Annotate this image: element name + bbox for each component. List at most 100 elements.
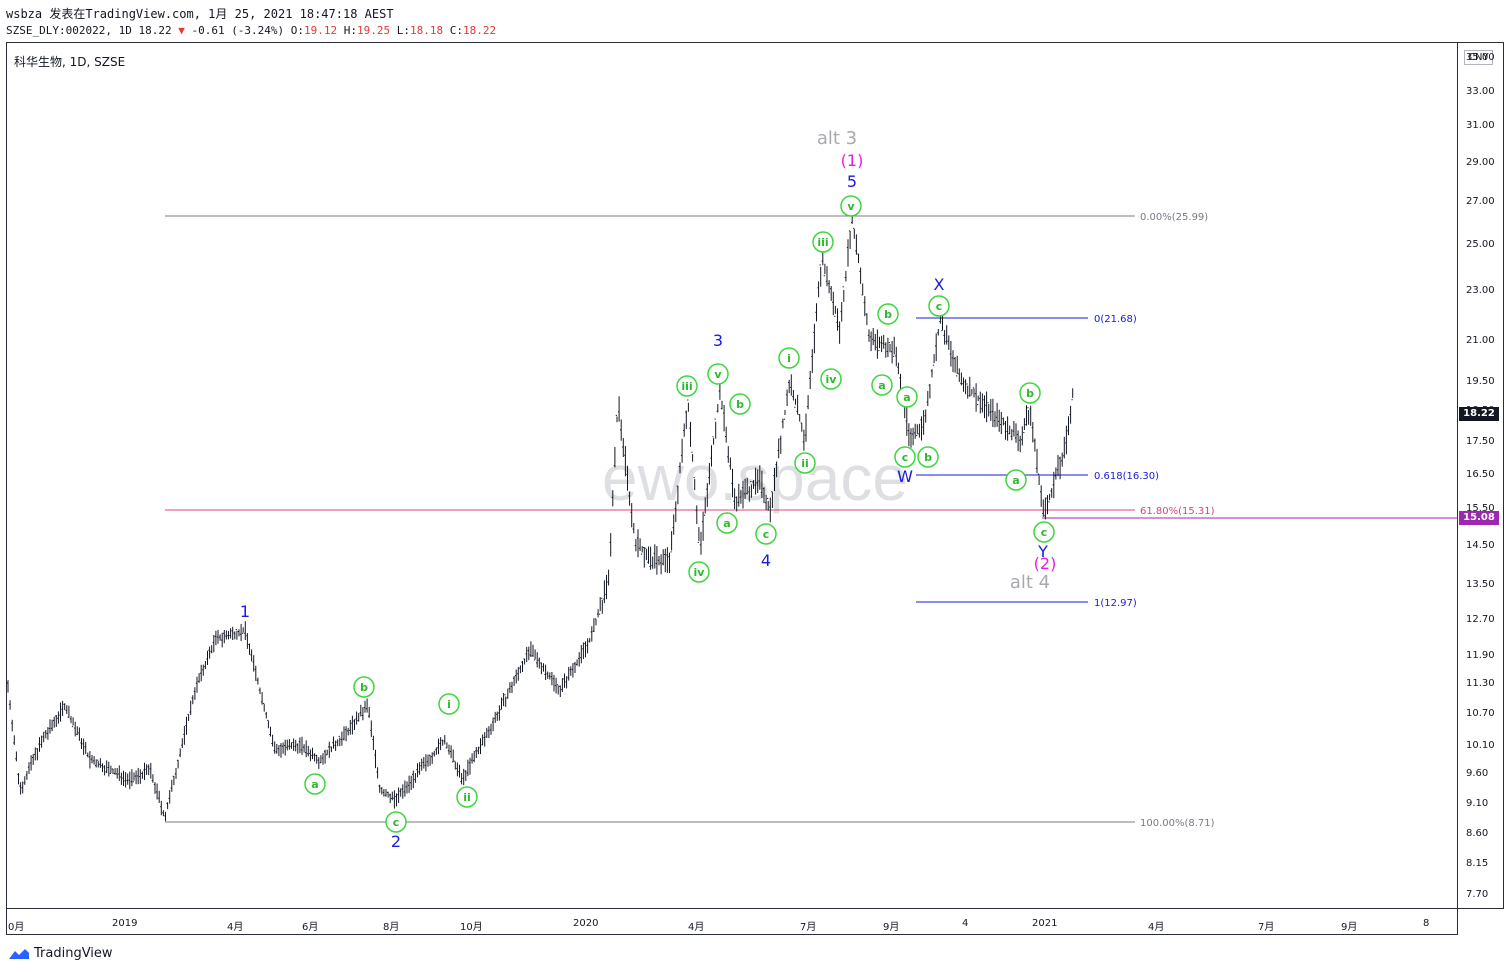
wave-circle-label: b: [884, 308, 892, 321]
wave-p2-label: (2): [1034, 554, 1057, 573]
price-tick-label: 8.15: [1466, 858, 1489, 869]
price-tick-label: 12.70: [1466, 614, 1495, 625]
price-tick-label: 17.50: [1466, 436, 1495, 447]
wave-2-label: 2: [391, 832, 401, 851]
price-tick-label: 13.50: [1466, 579, 1495, 590]
wave-circle-label: a: [878, 379, 885, 392]
wave-circle-label: iv: [826, 373, 838, 386]
time-label: 4月: [227, 922, 244, 933]
wave-circle-label: c: [902, 451, 909, 464]
time-label: 2021: [1032, 918, 1058, 929]
symbol-title: 科华生物, 1D, SZSE: [14, 55, 126, 69]
wave-3-label: 3: [713, 331, 723, 350]
price-axis[interactable]: [1458, 42, 1504, 909]
wave-circle: [877, 303, 899, 325]
price-tick-label: 19.50: [1466, 376, 1495, 387]
time-label: 9月: [1341, 922, 1358, 933]
wave-circle: [676, 375, 698, 397]
time-label: 0月: [8, 922, 25, 933]
ticker-label: SZSE_DLY:002022, 1D 18.22: [6, 24, 172, 37]
wave-p1-label: (1): [841, 151, 864, 170]
wave-circle: [707, 363, 729, 385]
price-tick-label: 11.30: [1466, 678, 1495, 689]
wave-circle-label: b: [924, 451, 932, 464]
wave-circle: [894, 446, 916, 468]
last-price-tag: 18.22: [1459, 407, 1499, 421]
wave-circle: [840, 195, 862, 217]
time-label: 7月: [800, 922, 817, 933]
low-label: L:: [396, 24, 411, 37]
price-tick-label: 8.60: [1466, 828, 1489, 839]
time-label: 9月: [883, 922, 900, 933]
time-label: 7月: [1258, 922, 1275, 933]
wave-X-label: X: [934, 275, 945, 294]
wave-circle: [456, 786, 478, 808]
wave-circle-label: a: [311, 778, 318, 791]
tradingview-brand[interactable]: TradingView: [8, 946, 113, 961]
price-tick-label: 10.10: [1466, 740, 1495, 751]
price-tick-label: 11.90: [1466, 650, 1495, 661]
wave-circle: [353, 676, 375, 698]
wave-circle: [688, 561, 710, 583]
price-tick-label: 10.70: [1466, 708, 1495, 719]
time-label: 4月: [688, 922, 705, 933]
price-tick-label: 29.00: [1466, 157, 1495, 168]
tradingview-logo-icon: [9, 948, 29, 959]
ohlc-info: SZSE_DLY:002022, 1D 18.22 ▼ -0.61 (-3.24…: [6, 24, 496, 37]
wave-circle-label: iii: [817, 236, 828, 249]
level-price-tag: 15.08: [1459, 511, 1499, 525]
time-label: 4月: [1148, 922, 1165, 933]
high-value: 19.25: [357, 24, 391, 37]
wave-circle: [778, 347, 800, 369]
wave-circle: [1033, 521, 1055, 543]
wave-circle: [1019, 382, 1041, 404]
wave-circle: [438, 693, 460, 715]
time-label: 8: [1423, 918, 1430, 929]
wave-circle: [896, 386, 918, 408]
wave-circle: [794, 452, 816, 474]
low-value: 18.18: [410, 24, 444, 37]
time-axis[interactable]: [6, 909, 1458, 935]
wave-circle: [716, 512, 738, 534]
price-tick-label: 35.00: [1466, 52, 1495, 63]
alt-4-label: alt 4: [1010, 572, 1050, 593]
change-arrow-icon: ▼: [178, 24, 185, 37]
time-label: 8月: [383, 922, 400, 933]
wave-1-label: 1: [240, 602, 250, 621]
watermark: ewo.space: [602, 442, 908, 514]
wave-circle-label: a: [1012, 474, 1019, 487]
wave-circle: [917, 446, 939, 468]
time-label: 6月: [302, 922, 319, 933]
wave-circle: [871, 374, 893, 396]
wave-circle-label: iv: [694, 566, 706, 579]
wave-circle: [729, 393, 751, 415]
fib-label-bottom: 100.00%(8.71): [1140, 818, 1215, 829]
ext-label-618: 0.618(16.30): [1094, 471, 1159, 482]
open-value: 19.12: [304, 24, 338, 37]
wave-circle: [755, 523, 777, 545]
wave-5-label: 5: [847, 172, 857, 191]
time-label: 10月: [460, 922, 483, 933]
price-tick-label: 33.00: [1466, 86, 1495, 97]
wave-circle-label: b: [1026, 387, 1034, 400]
chart-panel[interactable]: [6, 42, 1458, 909]
wave-circle: [928, 295, 950, 317]
price-tick-label: 21.00: [1466, 335, 1495, 346]
time-label: 2019: [112, 918, 138, 929]
change-value: -0.61 (-3.24%): [191, 24, 285, 37]
wave-circle: [385, 811, 407, 833]
high-label: H:: [343, 24, 358, 37]
close-value: 18.22: [463, 24, 497, 37]
wave-circle-label: c: [763, 528, 770, 541]
wave-circle: [1005, 469, 1027, 491]
wave-circle-label: b: [736, 398, 744, 411]
price-tick-label: 27.00: [1466, 196, 1495, 207]
currency-button[interactable]: CNY: [1464, 50, 1493, 65]
wave-circle: [812, 231, 834, 253]
candles: [6, 201, 1074, 822]
brand-label: TradingView: [34, 946, 113, 961]
fib-label-618: 61.80%(15.31): [1140, 506, 1215, 517]
wave-Y-label: Y: [1037, 542, 1048, 561]
